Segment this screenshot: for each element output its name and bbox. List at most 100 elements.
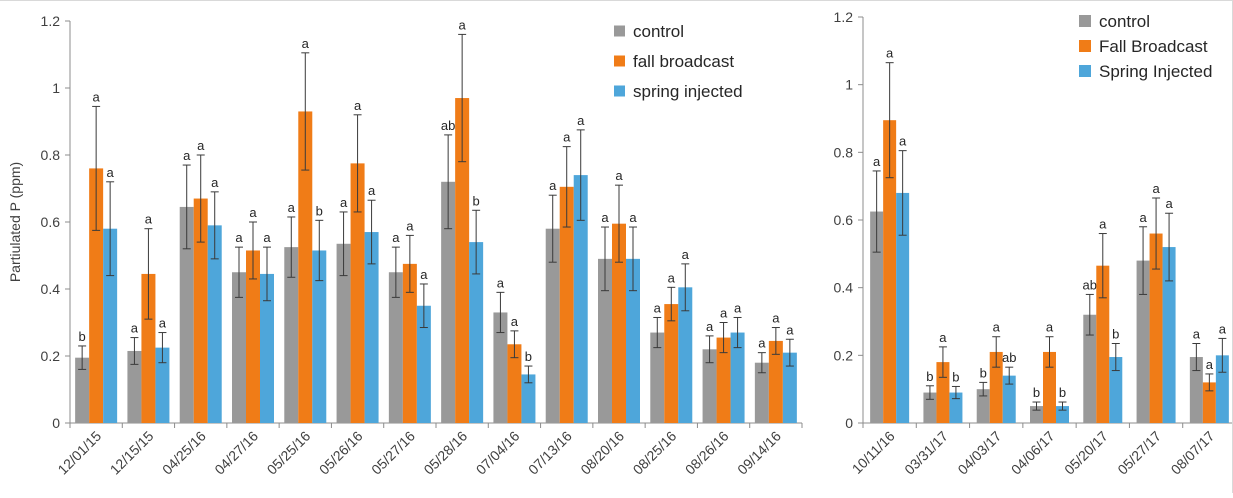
significance-letter: b [1059,385,1066,400]
significance-letter: a [159,316,167,331]
x-tick-label: 05/27/17 [1114,428,1164,478]
bar [883,120,897,424]
bar [207,225,222,423]
significance-letter: a [577,113,585,128]
significance-letter: a [354,98,362,113]
bar [260,273,274,423]
significance-letter: a [420,267,428,282]
legend-label: spring injected [633,82,743,101]
significance-letter: a [720,306,728,321]
y-tick-label: 0.8 [834,144,854,160]
bar [923,392,937,423]
bar [559,186,574,423]
bar [626,258,640,423]
bar [1002,375,1016,423]
bar [336,243,351,423]
bar [155,347,170,423]
bar [127,350,142,423]
bar [754,362,769,423]
x-tick-label: 09/14/16 [734,428,784,478]
significance-letter: a [1152,181,1160,196]
x-tick-label: 05/25/16 [264,428,314,478]
bar [521,374,536,423]
x-tick-label: 12/15/15 [107,428,157,478]
y-tick-label: 0.6 [834,212,854,228]
y-tick-label: 0 [52,415,60,431]
x-tick-label: 12/01/15 [54,428,104,478]
legend-swatch [614,55,625,67]
significance-letter: a [706,319,714,334]
significance-letter: ab [1002,350,1016,365]
significance-letter: a [772,311,780,326]
y-tick-label: 0 [845,415,853,431]
significance-letter: a [615,168,623,183]
bar [89,168,104,423]
bar [768,340,783,423]
bar [598,258,612,423]
bar [678,287,693,423]
bar [664,304,679,423]
bar [364,232,379,423]
legend-swatch [1079,65,1091,77]
bar [896,192,910,423]
significance-letter: b [473,193,480,208]
legend-swatch [1079,40,1091,52]
significance-letter: a [511,314,519,329]
significance-letter: a [107,165,115,180]
significance-letter: a [497,275,505,290]
significance-letter: a [873,154,881,169]
bar [246,250,260,423]
significance-letter: a [1046,320,1054,335]
significance-letter: a [993,320,1001,335]
legend-label: Spring Injected [1099,62,1212,81]
bar [1162,247,1176,423]
bar [1202,382,1216,423]
significance-letter: a [93,89,101,104]
bar [1109,357,1123,423]
significance-letter: ab [441,118,455,133]
bar [782,352,797,423]
x-tick-label: 05/20/17 [1061,428,1111,478]
significance-letter: b [980,365,987,380]
bar [193,198,208,423]
significance-letter: a [288,200,296,215]
bar [573,175,588,423]
significance-letter: a [211,175,219,190]
bar [232,272,246,423]
significance-letter: a [682,247,690,262]
bar [441,181,456,423]
bar [612,223,626,423]
significance-letter: a [1165,196,1173,211]
bar [989,351,1003,423]
significance-letter: a [263,230,271,245]
bar [507,344,522,423]
significance-letter: a [459,17,467,32]
bar [716,337,731,423]
significance-letter: a [392,230,400,245]
x-tick-label: 08/25/16 [630,428,680,478]
significance-letter: b [926,369,933,384]
y-axis-title: Partiulated P (ppm) [7,162,23,282]
frame-top-border [0,0,1233,1]
x-tick-label: 07/04/16 [473,428,523,478]
bar [949,392,963,423]
x-tick-label: 08/26/16 [682,428,732,478]
y-tick-label: 0.2 [834,347,854,363]
x-tick-label: 05/26/16 [316,428,366,478]
bar [350,163,365,423]
significance-letter: a [183,148,191,163]
significance-letter: a [235,230,243,245]
bar [1189,357,1203,423]
significance-letter: a [563,130,571,145]
x-tick-label: 03/31/17 [901,428,951,478]
significance-letter: a [668,270,676,285]
significance-letter: a [549,178,557,193]
bar [455,98,470,424]
significance-letter: b [1033,385,1040,400]
bar [493,312,508,423]
bar [402,263,417,423]
significance-letter: a [145,212,153,227]
x-tick-label: 04/25/16 [159,428,209,478]
bar [650,332,665,423]
